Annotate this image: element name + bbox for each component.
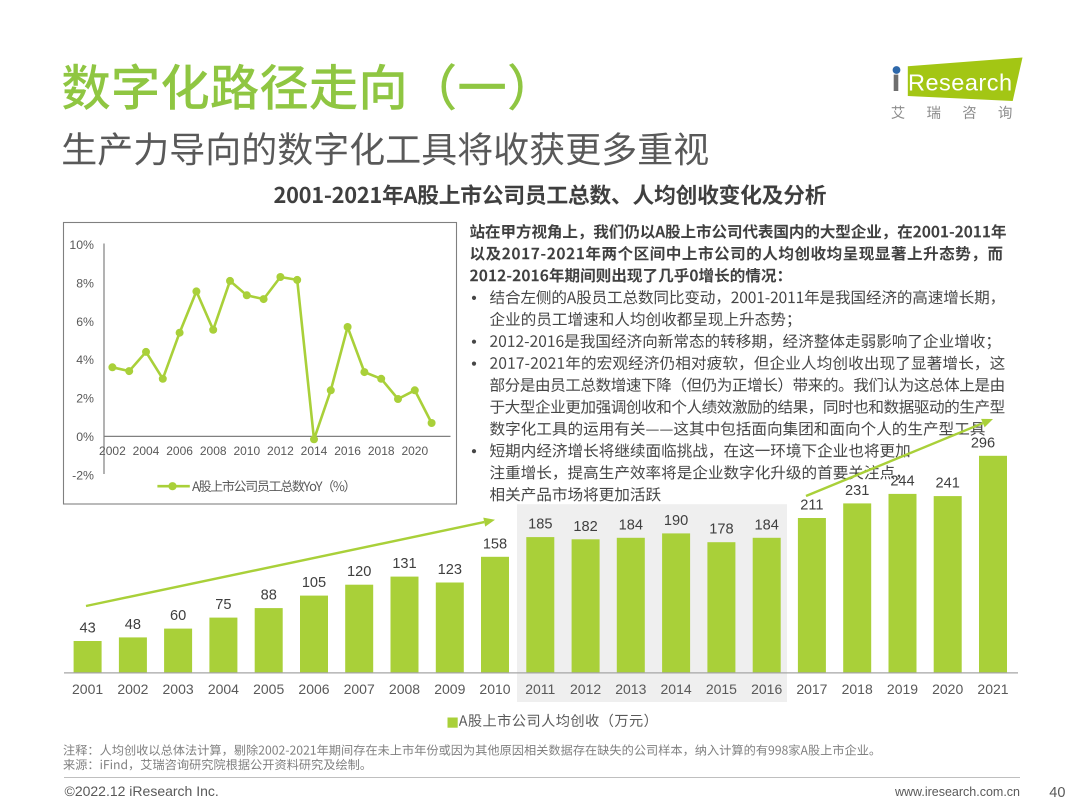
svg-text:2004: 2004 bbox=[208, 681, 239, 697]
svg-text:2013: 2013 bbox=[615, 681, 646, 697]
svg-text:2011: 2011 bbox=[525, 681, 555, 697]
svg-text:131: 131 bbox=[392, 556, 416, 572]
svg-text:2018: 2018 bbox=[842, 681, 873, 697]
svg-text:2005: 2005 bbox=[253, 681, 284, 697]
svg-text:105: 105 bbox=[302, 575, 326, 591]
svg-text:2012: 2012 bbox=[570, 681, 601, 697]
svg-text:211: 211 bbox=[800, 498, 823, 514]
svg-text:2006: 2006 bbox=[298, 681, 329, 697]
svg-text:2006: 2006 bbox=[166, 444, 193, 458]
svg-text:2002: 2002 bbox=[99, 444, 126, 458]
svg-text:296: 296 bbox=[971, 435, 995, 451]
svg-text:60: 60 bbox=[170, 608, 186, 624]
svg-text:2004: 2004 bbox=[133, 444, 160, 458]
svg-text:2002: 2002 bbox=[117, 681, 148, 697]
svg-text:2003: 2003 bbox=[163, 681, 194, 697]
svg-text:2019: 2019 bbox=[887, 681, 918, 697]
svg-text:8%: 8% bbox=[76, 276, 94, 290]
svg-text:2017: 2017 bbox=[796, 681, 827, 697]
svg-text:48: 48 bbox=[125, 617, 141, 633]
svg-text:2016: 2016 bbox=[334, 444, 361, 458]
svg-text:158: 158 bbox=[483, 536, 507, 552]
svg-text:2016: 2016 bbox=[751, 681, 782, 697]
svg-text:2020: 2020 bbox=[401, 444, 428, 458]
svg-text:244: 244 bbox=[890, 473, 914, 489]
svg-text:88: 88 bbox=[261, 588, 277, 604]
svg-text:120: 120 bbox=[347, 564, 371, 580]
svg-text:2014: 2014 bbox=[661, 681, 692, 697]
svg-text:2012: 2012 bbox=[267, 444, 294, 458]
svg-text:185: 185 bbox=[528, 517, 552, 533]
svg-text:2015: 2015 bbox=[706, 681, 737, 697]
svg-text:241: 241 bbox=[936, 476, 960, 492]
svg-text:0%: 0% bbox=[76, 430, 94, 444]
svg-text:123: 123 bbox=[438, 562, 462, 578]
svg-text:2014: 2014 bbox=[301, 444, 328, 458]
svg-text:2007: 2007 bbox=[344, 681, 375, 697]
svg-text:178: 178 bbox=[709, 522, 733, 538]
svg-text:184: 184 bbox=[619, 517, 643, 533]
svg-text:43: 43 bbox=[79, 621, 95, 637]
svg-text:2010: 2010 bbox=[233, 444, 260, 458]
svg-text:-2%: -2% bbox=[72, 468, 94, 482]
svg-text:231: 231 bbox=[845, 483, 869, 499]
svg-text:182: 182 bbox=[573, 519, 597, 535]
svg-text:2001: 2001 bbox=[72, 681, 103, 697]
svg-text:4%: 4% bbox=[76, 353, 94, 367]
svg-text:2008: 2008 bbox=[389, 681, 420, 697]
svg-text:6%: 6% bbox=[76, 315, 94, 329]
svg-text:2021: 2021 bbox=[977, 681, 1008, 697]
svg-text:©2022.12 iResearch Inc.: ©2022.12 iResearch Inc. bbox=[65, 783, 219, 799]
svg-text:40: 40 bbox=[1049, 785, 1065, 801]
svg-text:2010: 2010 bbox=[479, 681, 510, 697]
svg-text:10%: 10% bbox=[69, 238, 94, 252]
svg-text:2009: 2009 bbox=[434, 681, 465, 697]
svg-text:2020: 2020 bbox=[932, 681, 963, 697]
svg-text:190: 190 bbox=[664, 513, 688, 529]
svg-text:184: 184 bbox=[755, 517, 779, 533]
svg-text:2%: 2% bbox=[76, 392, 94, 406]
svg-text:75: 75 bbox=[215, 597, 231, 613]
svg-text:2018: 2018 bbox=[368, 444, 395, 458]
svg-text:Research: Research bbox=[908, 70, 1013, 96]
svg-text:www.iresearch.com.cn: www.iresearch.com.cn bbox=[894, 785, 1020, 799]
svg-text:2008: 2008 bbox=[200, 444, 227, 458]
